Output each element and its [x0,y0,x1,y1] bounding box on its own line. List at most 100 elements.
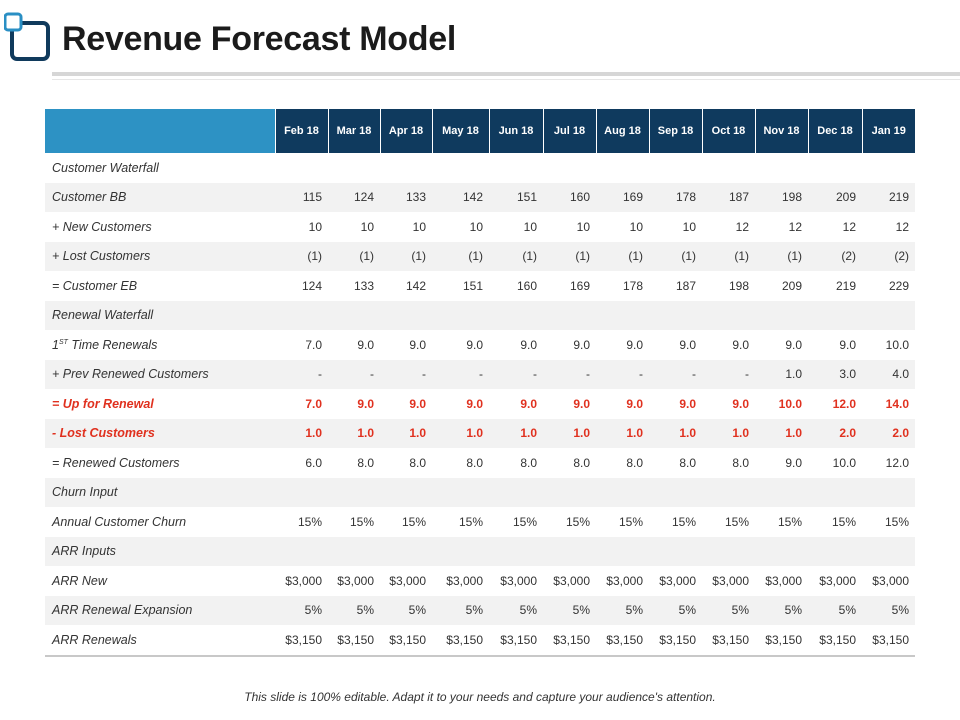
table-cell: 151 [489,182,543,212]
table-cell: 9.0 [380,389,432,419]
table-cell: (1) [755,241,808,271]
table-cell: $3,000 [432,566,489,596]
table-cell [649,536,702,566]
table-cell [596,477,649,507]
table-cell: 1.0 [702,418,755,448]
table-cell [755,536,808,566]
table-cell: 187 [702,182,755,212]
table-cell: 178 [596,271,649,301]
row-label: 1ST Time Renewals [45,330,275,360]
table-cell: 1.0 [328,418,380,448]
footer-note: This slide is 100% editable. Adapt it to… [244,690,716,704]
table-cell [380,536,432,566]
table-cell: 1.0 [432,418,489,448]
table-cell: 15% [596,507,649,537]
month-header: Jul 18 [542,109,596,153]
row-label: Customer Waterfall [45,153,275,183]
table-cell [808,300,862,330]
table-cell: 219 [862,182,915,212]
table-cell: 14.0 [862,389,915,419]
table-cell: $3,150 [808,625,862,657]
table-cell: 9.0 [755,330,808,360]
table-cell [596,536,649,566]
table-cell [862,477,915,507]
table-cell [432,477,489,507]
table-cell [862,153,915,183]
table-cell: $3,150 [489,625,543,657]
table-cell: 15% [808,507,862,537]
table-cell: 9.0 [755,448,808,478]
month-header: Oct 18 [701,109,755,153]
table-cell: 15% [432,507,489,537]
table-cell: 15% [489,507,543,537]
table-cell: 10 [649,212,702,242]
table-cell: $3,150 [275,625,328,657]
table-cell: $3,150 [380,625,432,657]
table-cell: 187 [649,271,702,301]
row-label: + New Customers [45,212,275,242]
table-cell [328,153,380,183]
table-cell: 5% [543,595,596,625]
month-header: May 18 [431,109,489,153]
title-divider-thin [52,79,960,80]
table-cell: 9.0 [489,330,543,360]
table-cell: 124 [275,271,328,301]
table-cell: 1.0 [380,418,432,448]
table-cell: 198 [702,271,755,301]
table-header-row: Feb 18 Mar 18 Apr 18 May 18 Jun 18 Jul 18 Aug … [45,109,915,153]
table-cell [649,300,702,330]
table-cell: (1) [543,241,596,271]
row-label-text: Time Renewals [71,337,158,352]
table-cell: 15% [702,507,755,537]
table-cell: $3,000 [596,566,649,596]
table-cell: (2) [862,241,915,271]
row-label: + Prev Renewed Customers [45,359,275,389]
table-cell: 10.0 [862,330,915,360]
table-cell [328,300,380,330]
month-header: Mar 18 [327,109,380,153]
table-cell [649,153,702,183]
table-cell: 9.0 [432,330,489,360]
table-cell: 229 [862,271,915,301]
table-cell: 1.0 [489,418,543,448]
month-header: Dec 18 [807,109,862,153]
table-row: ARR Inputs [45,536,915,566]
table-cell: - [543,359,596,389]
month-header: Jan 19 [861,109,915,153]
table-row: Customer Waterfall [45,153,915,183]
table-cell: 9.0 [543,330,596,360]
table-cell: 8.0 [596,448,649,478]
table-cell [432,300,489,330]
table-cell: 219 [808,271,862,301]
table-cell: 7.0 [275,389,328,419]
table-cell [702,300,755,330]
table-cell [275,477,328,507]
table-cell: 12.0 [862,448,915,478]
table-cell: (1) [649,241,702,271]
table-cell: 5% [432,595,489,625]
table-cell [702,153,755,183]
table-cell: (1) [596,241,649,271]
table-cell: (2) [808,241,862,271]
table-row: 1ST Time Renewals 7.0 9.0 9.0 9.0 9.0 9.0 9.0 9.… [45,330,915,360]
table-row: ARR Renewals $3,150 $3,150 $3,150 $3,150 $3,1… [45,625,915,657]
table-cell: 12 [808,212,862,242]
table-cell: - [380,359,432,389]
table-row: = Customer EB 124 133 142 151 160 169 178 187 198… [45,271,915,301]
table-body: Customer Waterfall Customer BB 115 124 133 14… [45,153,915,657]
table-cell: 209 [755,271,808,301]
table-cell [755,477,808,507]
table-cell: 9.0 [543,389,596,419]
table-cell [489,300,543,330]
table-cell [596,153,649,183]
row-label: - Lost Customers [45,418,275,448]
table-row: = Renewed Customers 6.0 8.0 8.0 8.0 8.0 8.0 8.0… [45,448,915,478]
table-cell [380,300,432,330]
table-row: Renewal Waterfall [45,300,915,330]
table-cell [275,300,328,330]
table-cell [489,536,543,566]
table-cell: 8.0 [380,448,432,478]
table-row: ARR Renewal Expansion 5% 5% 5% 5% 5% 5% 5% 5% 5% 5… [45,595,915,625]
table-cell: 2.0 [808,418,862,448]
table-cell [862,300,915,330]
